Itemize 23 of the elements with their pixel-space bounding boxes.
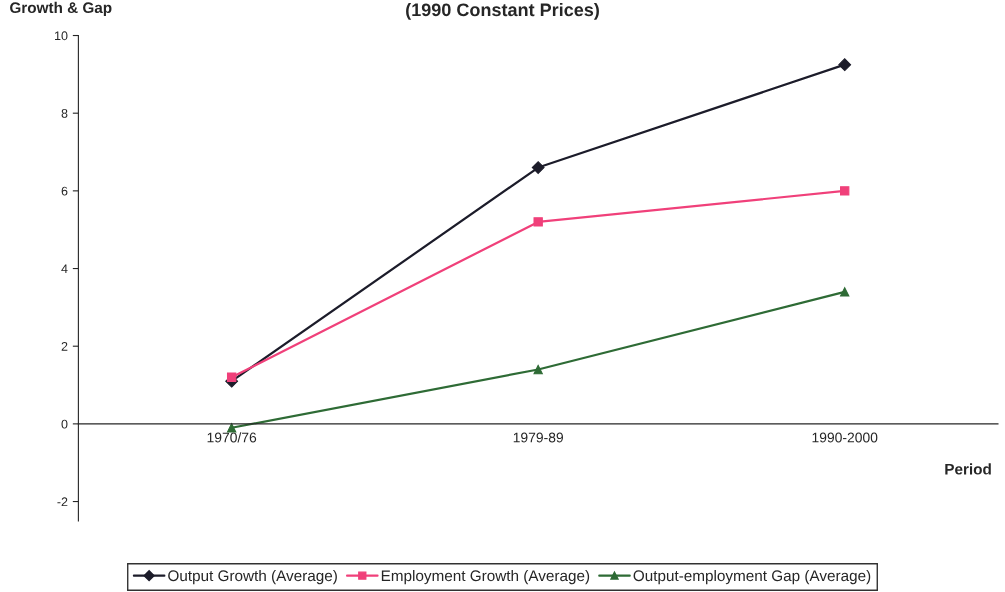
legend-label: Output Growth (Average) xyxy=(168,569,337,585)
point xyxy=(531,161,545,174)
y-tick-label: 6 xyxy=(61,186,68,196)
x-tick-label: 1970/76 xyxy=(207,432,257,443)
point xyxy=(226,372,237,382)
x-axis-title: Period xyxy=(945,463,991,475)
point xyxy=(533,364,543,375)
legend-label: Employment Growth (Average) xyxy=(381,569,590,585)
y-tick-label: -2 xyxy=(57,497,68,507)
chart-title: (1990 Constant Prices) xyxy=(406,2,599,20)
y-tick-label: 0 xyxy=(61,419,68,429)
point xyxy=(840,287,850,297)
y-tick-label: 4 xyxy=(61,264,68,274)
x-tick-label: 1990-2000 xyxy=(812,432,878,443)
x-tick-label: 1979-89 xyxy=(513,432,564,443)
point xyxy=(840,186,850,196)
y-tick-label: 10 xyxy=(55,31,68,41)
y-tick-label: 2 xyxy=(61,342,68,351)
y-axis-title: Growth & Gap xyxy=(10,1,112,17)
point xyxy=(533,217,543,227)
y-tick-label: 8 xyxy=(61,108,68,118)
point xyxy=(838,58,852,72)
legend-label: Output-employment Gap (Average) xyxy=(633,569,871,585)
